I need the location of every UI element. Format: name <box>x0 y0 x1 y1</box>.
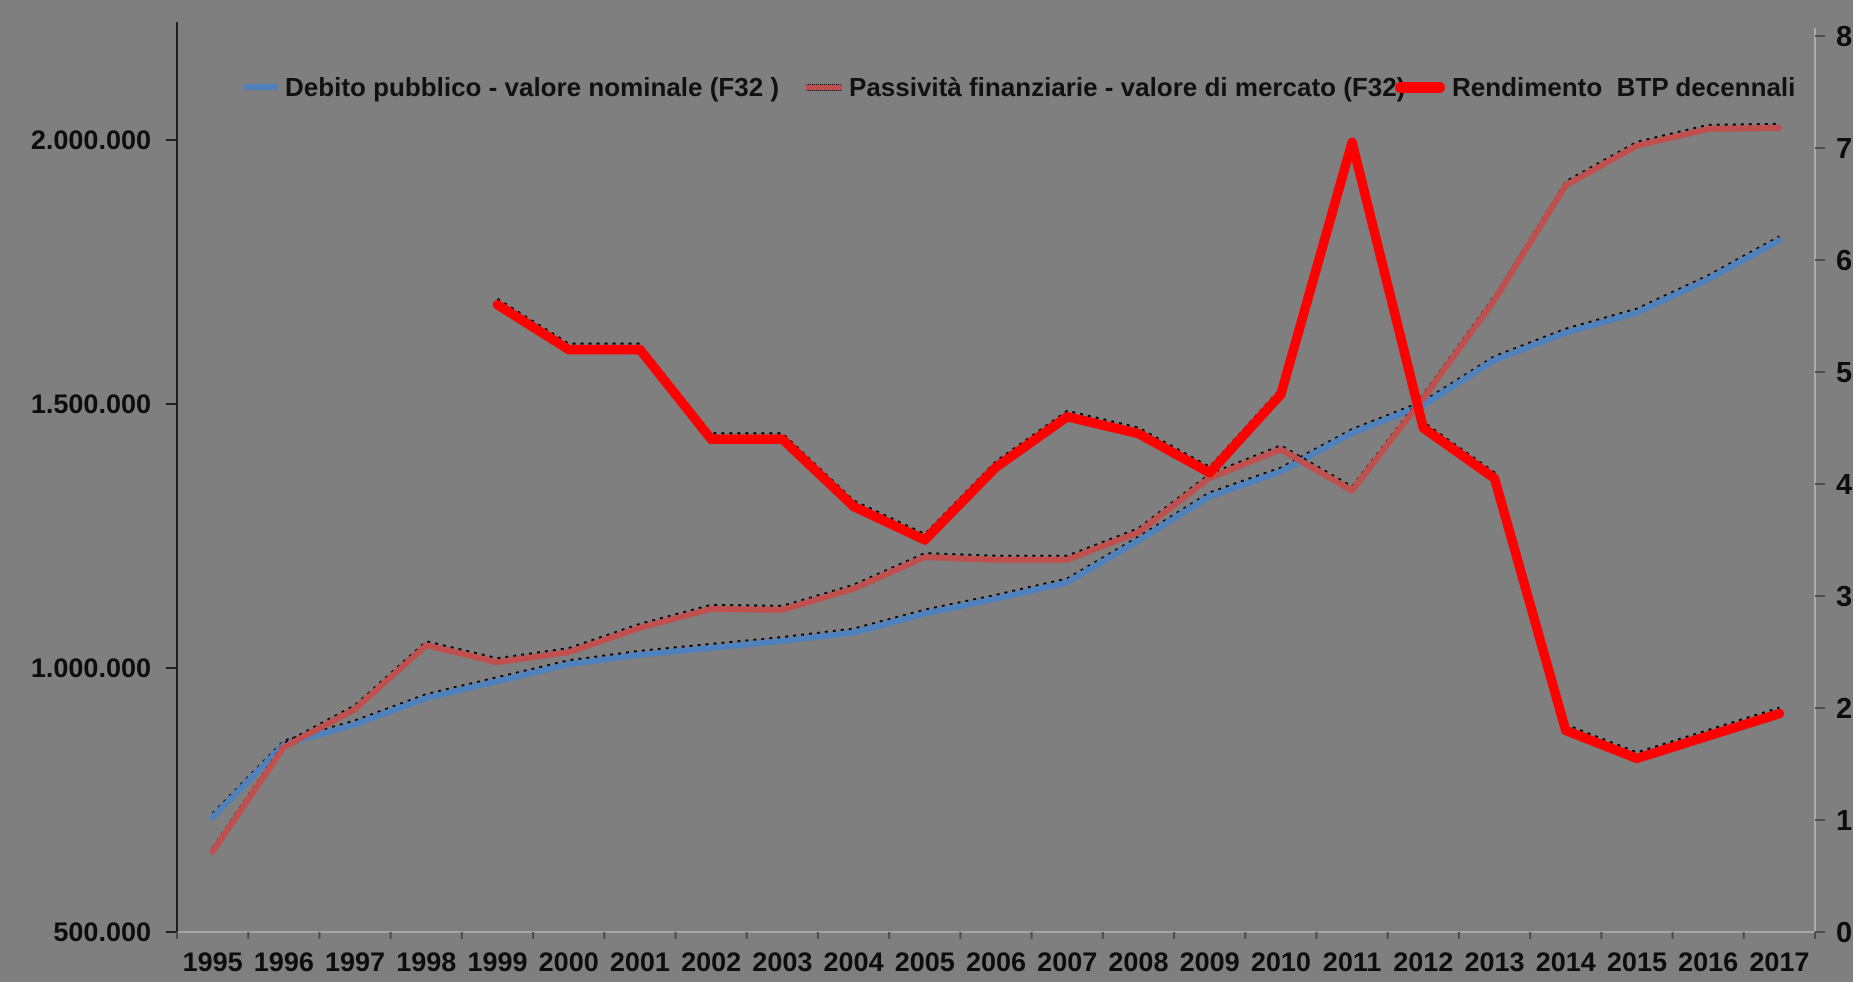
series-line-0 <box>209 237 1783 821</box>
x-axis-label: 2004 <box>824 947 884 977</box>
y2-axis-label: 0 <box>1836 917 1852 949</box>
x-axis-label: 2008 <box>1108 947 1168 977</box>
legend-label-rendimento: Rendimento BTP decennali <box>1452 71 1796 102</box>
series-line-2 <box>492 137 1785 764</box>
x-axis-label: 2005 <box>895 947 955 977</box>
y-axis-label: 2.000.000 <box>31 125 151 155</box>
y-axis-label: 1.000.000 <box>31 653 151 683</box>
x-axis-label: 2011 <box>1323 947 1382 977</box>
legend-item-passivita: Passività finanziarie - valore di mercat… <box>806 70 1405 104</box>
y2-axis-label: 4 <box>1836 469 1852 501</box>
x-axis-label: 2016 <box>1678 947 1738 977</box>
y-axis-label: 1.500.000 <box>31 389 151 419</box>
x-axis-label: 1999 <box>467 947 527 977</box>
x-axis-label: 2013 <box>1464 947 1524 977</box>
x-axis-label: 1995 <box>183 947 243 977</box>
x-axis-label: 2007 <box>1037 947 1097 977</box>
y-axis-label: 500.000 <box>53 917 151 947</box>
legend-item-debito: Debito pubblico - valore nominale (F32 ) <box>244 70 779 104</box>
x-axis-label: 2000 <box>539 947 599 977</box>
series-shadow-0 <box>211 235 1780 815</box>
x-axis-label: 2003 <box>752 947 812 977</box>
y2-axis-label: 2 <box>1836 693 1852 725</box>
series-line-1 <box>209 124 1783 855</box>
x-axis-label: 2012 <box>1393 947 1453 977</box>
x-axis-label: 2017 <box>1749 947 1809 977</box>
y2-axis-label: 5 <box>1836 357 1852 389</box>
y2-axis-label: 3 <box>1836 581 1852 613</box>
legend-swatch-debito-line-icon <box>244 84 278 90</box>
legend-swatch-rendimento-line-icon <box>1395 81 1445 93</box>
x-axis-label: 2014 <box>1536 947 1596 977</box>
legend-item-rendimento: Rendimento BTP decennali <box>1395 70 1795 104</box>
x-axis-label: 2001 <box>610 947 670 977</box>
series-shadow-2 <box>496 132 1780 754</box>
x-axis-label: 2006 <box>966 947 1026 977</box>
x-axis-label: 1997 <box>325 947 385 977</box>
x-axis-label: 2010 <box>1251 947 1311 977</box>
x-axis-label: 2015 <box>1607 947 1667 977</box>
legend-label-debito: Debito pubblico - valore nominale (F32 ) <box>285 71 780 102</box>
x-axis-label: 2002 <box>681 947 741 977</box>
x-axis-label: 1998 <box>396 947 456 977</box>
y2-axis-label: 6 <box>1836 245 1852 277</box>
x-axis-label: 2009 <box>1180 947 1240 977</box>
y2-axis-label: 1 <box>1836 805 1852 837</box>
series-shadow-1 <box>211 122 1780 849</box>
legend-label-passivita: Passività finanziarie - valore di mercat… <box>849 71 1406 102</box>
legend: Debito pubblico - valore nominale (F32 )… <box>0 70 1853 104</box>
y2-axis-label: 8 <box>1836 21 1852 53</box>
legend-swatch-passivita-line-icon <box>806 83 842 91</box>
x-axis-label: 1996 <box>254 947 314 977</box>
y2-axis-label: 7 <box>1836 133 1852 165</box>
